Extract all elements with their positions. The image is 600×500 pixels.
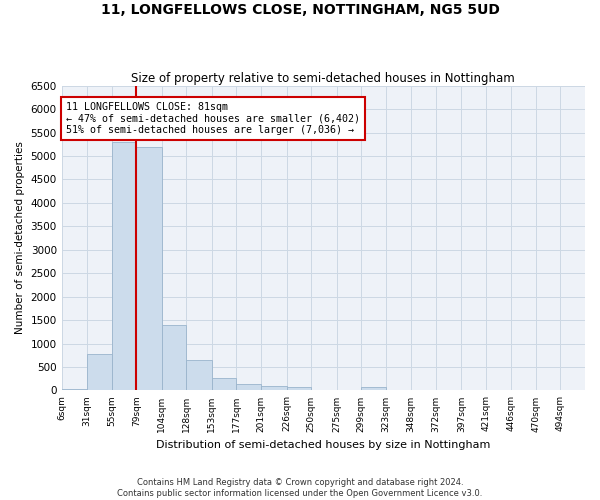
Bar bbox=[162, 325, 187, 390]
Y-axis label: Number of semi-detached properties: Number of semi-detached properties bbox=[15, 142, 25, 334]
Bar bbox=[87, 354, 112, 391]
Bar bbox=[361, 388, 386, 390]
Bar bbox=[187, 360, 212, 390]
Text: Contains HM Land Registry data © Crown copyright and database right 2024.
Contai: Contains HM Land Registry data © Crown c… bbox=[118, 478, 482, 498]
Bar bbox=[136, 146, 162, 390]
Bar bbox=[212, 378, 236, 390]
Bar bbox=[62, 389, 87, 390]
X-axis label: Distribution of semi-detached houses by size in Nottingham: Distribution of semi-detached houses by … bbox=[156, 440, 491, 450]
Bar bbox=[261, 386, 287, 390]
Title: Size of property relative to semi-detached houses in Nottingham: Size of property relative to semi-detach… bbox=[131, 72, 515, 85]
Text: 11 LONGFELLOWS CLOSE: 81sqm
← 47% of semi-detached houses are smaller (6,402)
51: 11 LONGFELLOWS CLOSE: 81sqm ← 47% of sem… bbox=[66, 102, 360, 136]
Bar bbox=[112, 142, 136, 390]
Text: 11, LONGFELLOWS CLOSE, NOTTINGHAM, NG5 5UD: 11, LONGFELLOWS CLOSE, NOTTINGHAM, NG5 5… bbox=[101, 2, 499, 16]
Bar bbox=[236, 384, 261, 390]
Bar bbox=[287, 388, 311, 390]
